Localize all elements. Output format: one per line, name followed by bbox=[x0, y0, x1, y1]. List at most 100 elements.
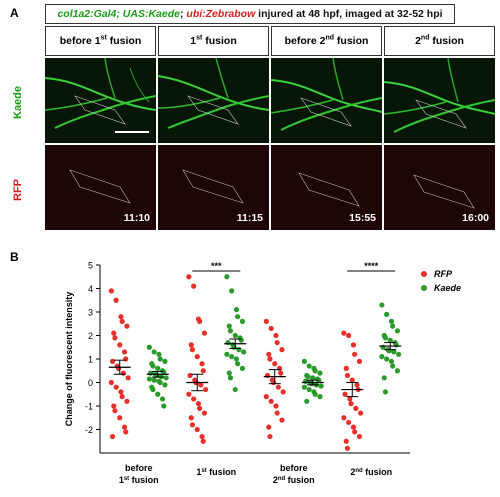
kaede-point bbox=[226, 370, 232, 376]
rfp-point bbox=[189, 422, 196, 428]
y-tick-label: -2 bbox=[85, 425, 93, 435]
rfp-point bbox=[341, 330, 347, 336]
rfp-point bbox=[268, 398, 274, 404]
kaede-point bbox=[380, 344, 386, 350]
rfp-point bbox=[197, 318, 203, 324]
kaede-point bbox=[235, 361, 241, 367]
rfp-point bbox=[263, 318, 269, 324]
y-tick-label: -1 bbox=[85, 402, 93, 412]
legend-label: Kaede bbox=[434, 283, 461, 293]
title-genotype-kaede: col1a2:Gal4; UAS:Kaede bbox=[57, 8, 180, 20]
kaede-point bbox=[229, 354, 235, 360]
x-tick-label-line2: 1st fusion bbox=[196, 467, 236, 477]
rfp-point bbox=[111, 403, 117, 409]
kaede-point bbox=[239, 318, 246, 324]
kaede-image-4 bbox=[384, 58, 495, 143]
rfp-point bbox=[200, 368, 206, 374]
rfp-point bbox=[346, 332, 352, 339]
kaede-point bbox=[161, 403, 167, 409]
panel-a-letter: A bbox=[10, 6, 19, 20]
rfp-point bbox=[352, 429, 358, 435]
kaede-micrograph-2 bbox=[158, 58, 269, 143]
panel-a-title: col1a2:Gal4; UAS:Kaede; ubi:Zebrabow inj… bbox=[45, 4, 455, 24]
rfp-point bbox=[112, 408, 118, 414]
kaede-image-3 bbox=[271, 58, 382, 143]
significance-label: **** bbox=[364, 261, 379, 271]
kaede-point bbox=[146, 344, 152, 350]
kaede-point bbox=[224, 274, 230, 280]
kaede-point bbox=[390, 323, 396, 329]
x-tick-label-line2: 2nd fusion bbox=[273, 475, 315, 485]
rfp-point bbox=[197, 405, 203, 411]
kaede-point bbox=[388, 318, 395, 324]
rfp-point bbox=[268, 325, 274, 332]
rfp-point bbox=[112, 335, 118, 341]
kaede-point bbox=[226, 323, 232, 329]
timestamp-3: 15:55 bbox=[349, 212, 376, 224]
rfp-image-1: 11:10 bbox=[45, 145, 156, 230]
rfp-point bbox=[109, 358, 116, 364]
kaede-point bbox=[306, 363, 312, 369]
rfp-point bbox=[121, 424, 128, 430]
row-label-rfp: RFP bbox=[12, 179, 24, 201]
x-tick-label-line1: before bbox=[280, 463, 308, 473]
kaede-point bbox=[301, 358, 307, 364]
rfp-point bbox=[342, 391, 348, 397]
rfp-point bbox=[113, 384, 119, 390]
rfp-point bbox=[111, 330, 117, 336]
kaede-point bbox=[151, 349, 157, 355]
kaede-micrograph-4 bbox=[384, 58, 495, 143]
kaede-image-2 bbox=[158, 58, 269, 143]
rfp-point bbox=[108, 288, 114, 294]
rfp-point bbox=[124, 398, 130, 404]
rfp-point bbox=[358, 410, 364, 416]
kaede-point bbox=[305, 374, 311, 380]
rfp-point bbox=[118, 314, 124, 320]
rfp-point bbox=[189, 347, 196, 353]
rfp-point bbox=[120, 370, 126, 376]
kaede-point bbox=[241, 349, 247, 355]
rfp-point bbox=[263, 394, 269, 400]
kaede-point bbox=[156, 351, 162, 357]
rfp-point bbox=[118, 389, 124, 395]
rfp-point bbox=[194, 426, 200, 433]
rfp-micrograph-4 bbox=[384, 145, 495, 230]
rfp-point bbox=[115, 365, 122, 371]
kaede-point bbox=[232, 386, 238, 393]
kaede-point bbox=[235, 314, 241, 320]
kaede-point bbox=[151, 377, 157, 383]
rfp-point bbox=[273, 403, 279, 409]
kaede-point bbox=[157, 379, 163, 386]
column-header-4: 2nd fusion bbox=[384, 26, 495, 56]
column-header-3: before 2nd fusion bbox=[271, 26, 382, 56]
legend-label: RFP bbox=[434, 269, 453, 279]
rfp-point bbox=[123, 429, 129, 435]
image-grid: 11:10 11:15 15:55 16:00 bbox=[45, 58, 495, 230]
rfp-point bbox=[272, 361, 278, 367]
kaede-point bbox=[394, 368, 401, 374]
y-tick-label: 1 bbox=[88, 355, 93, 365]
rfp-point bbox=[191, 396, 197, 402]
kaede-point bbox=[384, 356, 390, 362]
rfp-point bbox=[266, 424, 272, 430]
rfp-point bbox=[280, 389, 286, 395]
kaede-point bbox=[393, 342, 399, 348]
rfp-point bbox=[353, 405, 359, 411]
rfp-point bbox=[279, 347, 285, 353]
rfp-point bbox=[354, 382, 360, 388]
rfp-point bbox=[343, 438, 349, 444]
significance-label: *** bbox=[211, 261, 222, 271]
timestamp-2: 11:15 bbox=[236, 212, 263, 224]
rfp-point bbox=[117, 342, 123, 348]
rfp-point bbox=[124, 323, 130, 329]
column-header-1: before 1st fusion bbox=[45, 26, 156, 56]
scatter-chart: -2 -1 0 1 2 3 4 5 Change of fluorescent intensit… bbox=[64, 261, 461, 486]
kaede-point bbox=[312, 368, 318, 374]
kaede-point bbox=[391, 349, 397, 355]
kaede-point bbox=[150, 386, 156, 393]
kaede-point bbox=[386, 348, 392, 354]
title-conditions: injured at 48 hpf, imaged at 32-52 hpi bbox=[258, 8, 443, 20]
kaede-point bbox=[379, 354, 385, 360]
y-axis-label: Change of fluorescent intensity bbox=[64, 292, 74, 427]
kaede-point bbox=[146, 376, 152, 382]
